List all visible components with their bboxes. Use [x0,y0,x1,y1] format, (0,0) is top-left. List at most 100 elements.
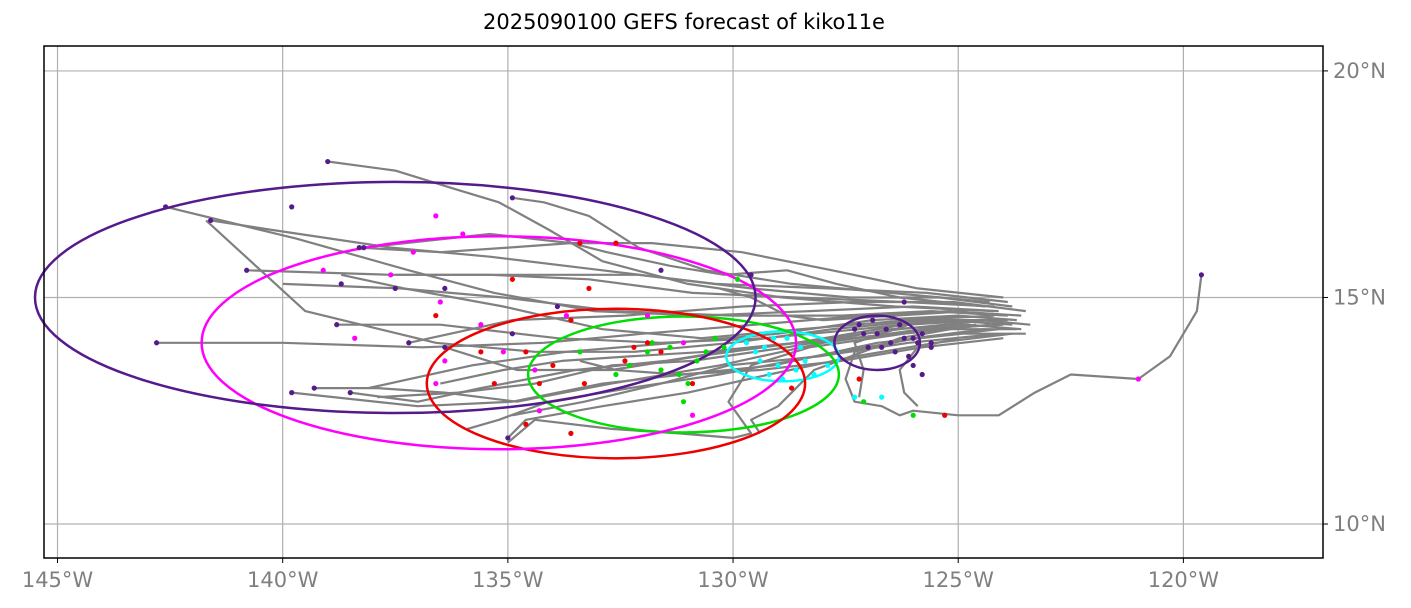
day5-position-point [658,267,664,273]
day1-position-point [802,358,808,364]
day2-position-point [734,276,741,282]
day4-position-point [1135,376,1141,382]
day1-position-point [825,362,831,369]
axis-tick-labels: 145°W 140°W 135°W 130°W 125°W 120°W 10°N 15°N 20… [22,59,1386,592]
initial-position-point [874,331,880,337]
day5-position-point [910,335,916,341]
x-tick-label: 125°W [923,568,995,592]
initial-position-point [879,344,885,350]
day5-position-point [442,344,448,350]
day1-position-point [743,340,750,346]
day4-uncertainty-ellipse [200,235,798,451]
track-points [153,158,1205,441]
x-tick-label: 130°W [697,568,769,592]
day4-position-point [388,272,394,278]
grid-lines [44,46,1323,558]
day2-position-point [613,371,619,378]
ensemble-track [314,323,1004,403]
day4-position-point [500,349,506,355]
day2-position-point [667,344,673,350]
initial-position-point [856,322,862,328]
day1-position-point [761,344,768,350]
day3-position-point [491,380,497,387]
day1-position-point [879,394,885,400]
initial-position-point [852,326,858,332]
ensemble-track [507,332,1013,439]
day3-uncertainty-ellipse [425,307,807,460]
day1-position-point [852,394,858,400]
day3-position-point [689,380,696,387]
day5-position-point [509,331,515,337]
day3-position-point [523,421,529,427]
day4-position-point [442,358,448,364]
day2-position-point [910,412,916,418]
day4-position-point [680,340,687,346]
day1-position-point [757,358,763,364]
day1-position-point [797,344,804,350]
day3-position-point [577,240,583,246]
day3-position-point [942,412,948,418]
ensemble-track [844,274,1203,417]
day4-position-point [352,335,358,341]
day2-position-point [721,344,727,350]
day5-position-point [289,204,295,210]
day3-position-point [613,240,619,246]
day5-position-point [162,204,169,210]
day2-position-point [676,371,682,378]
initial-position-point [901,335,907,341]
day5-position-point [289,390,295,396]
x-tick-label: 140°W [247,568,319,592]
day5-position-point [406,340,412,346]
day2-uncertainty-ellipse [526,315,841,434]
day3-position-point [631,344,637,350]
day5-position-point [356,245,362,251]
initial-position-point [906,353,912,359]
day4-position-point [532,367,538,373]
y-tick-label: 20°N [1333,59,1386,83]
initial-position-point [919,371,925,378]
initial-position-point [928,344,934,350]
day5-position-point [1198,272,1205,278]
day1-position-point [811,371,817,378]
day2-position-point [680,399,687,405]
y-tick-label: 10°N [1333,512,1386,536]
ensemble-track [368,314,1017,390]
day5-position-point [928,340,934,346]
ensemble-track [377,323,1022,399]
day5-position-point [338,281,344,287]
day1-position-point [784,335,790,341]
day3-position-point [622,358,628,364]
ensemble-track [340,273,995,340]
initial-position-point [897,322,903,328]
initial-position-point [901,299,907,305]
day5-position-point [153,340,160,346]
initial-position-point [861,331,867,337]
ensemble-track [719,287,968,322]
day4-position-point [644,312,651,319]
day5-position-point [554,303,561,310]
forecast-tracks [156,160,1203,444]
day1-position-point [770,335,777,341]
map-title: 2025090100 GEFS forecast of kiko11e [483,10,885,34]
day5-position-point [505,435,511,441]
day5-position-point [392,285,398,292]
map-frame [43,45,1324,559]
ensemble-track [444,319,990,372]
day3-position-point [788,385,795,391]
day1-position-point [766,371,772,378]
day3-position-point [536,380,542,387]
day4-position-point [460,231,466,237]
ensemble-track [359,242,986,308]
day4-position-point [410,249,416,255]
day3-position-point [568,317,574,323]
initial-position-point [915,340,921,346]
day1-position-point [779,376,786,382]
day3-position-point [856,376,862,382]
day4-position-point [437,299,443,305]
day4-position-point [433,213,439,219]
ensemble-track [205,219,1008,353]
ensemble-track [350,328,1017,403]
ensemble-track [210,219,1008,304]
initial-position-point [888,340,894,346]
